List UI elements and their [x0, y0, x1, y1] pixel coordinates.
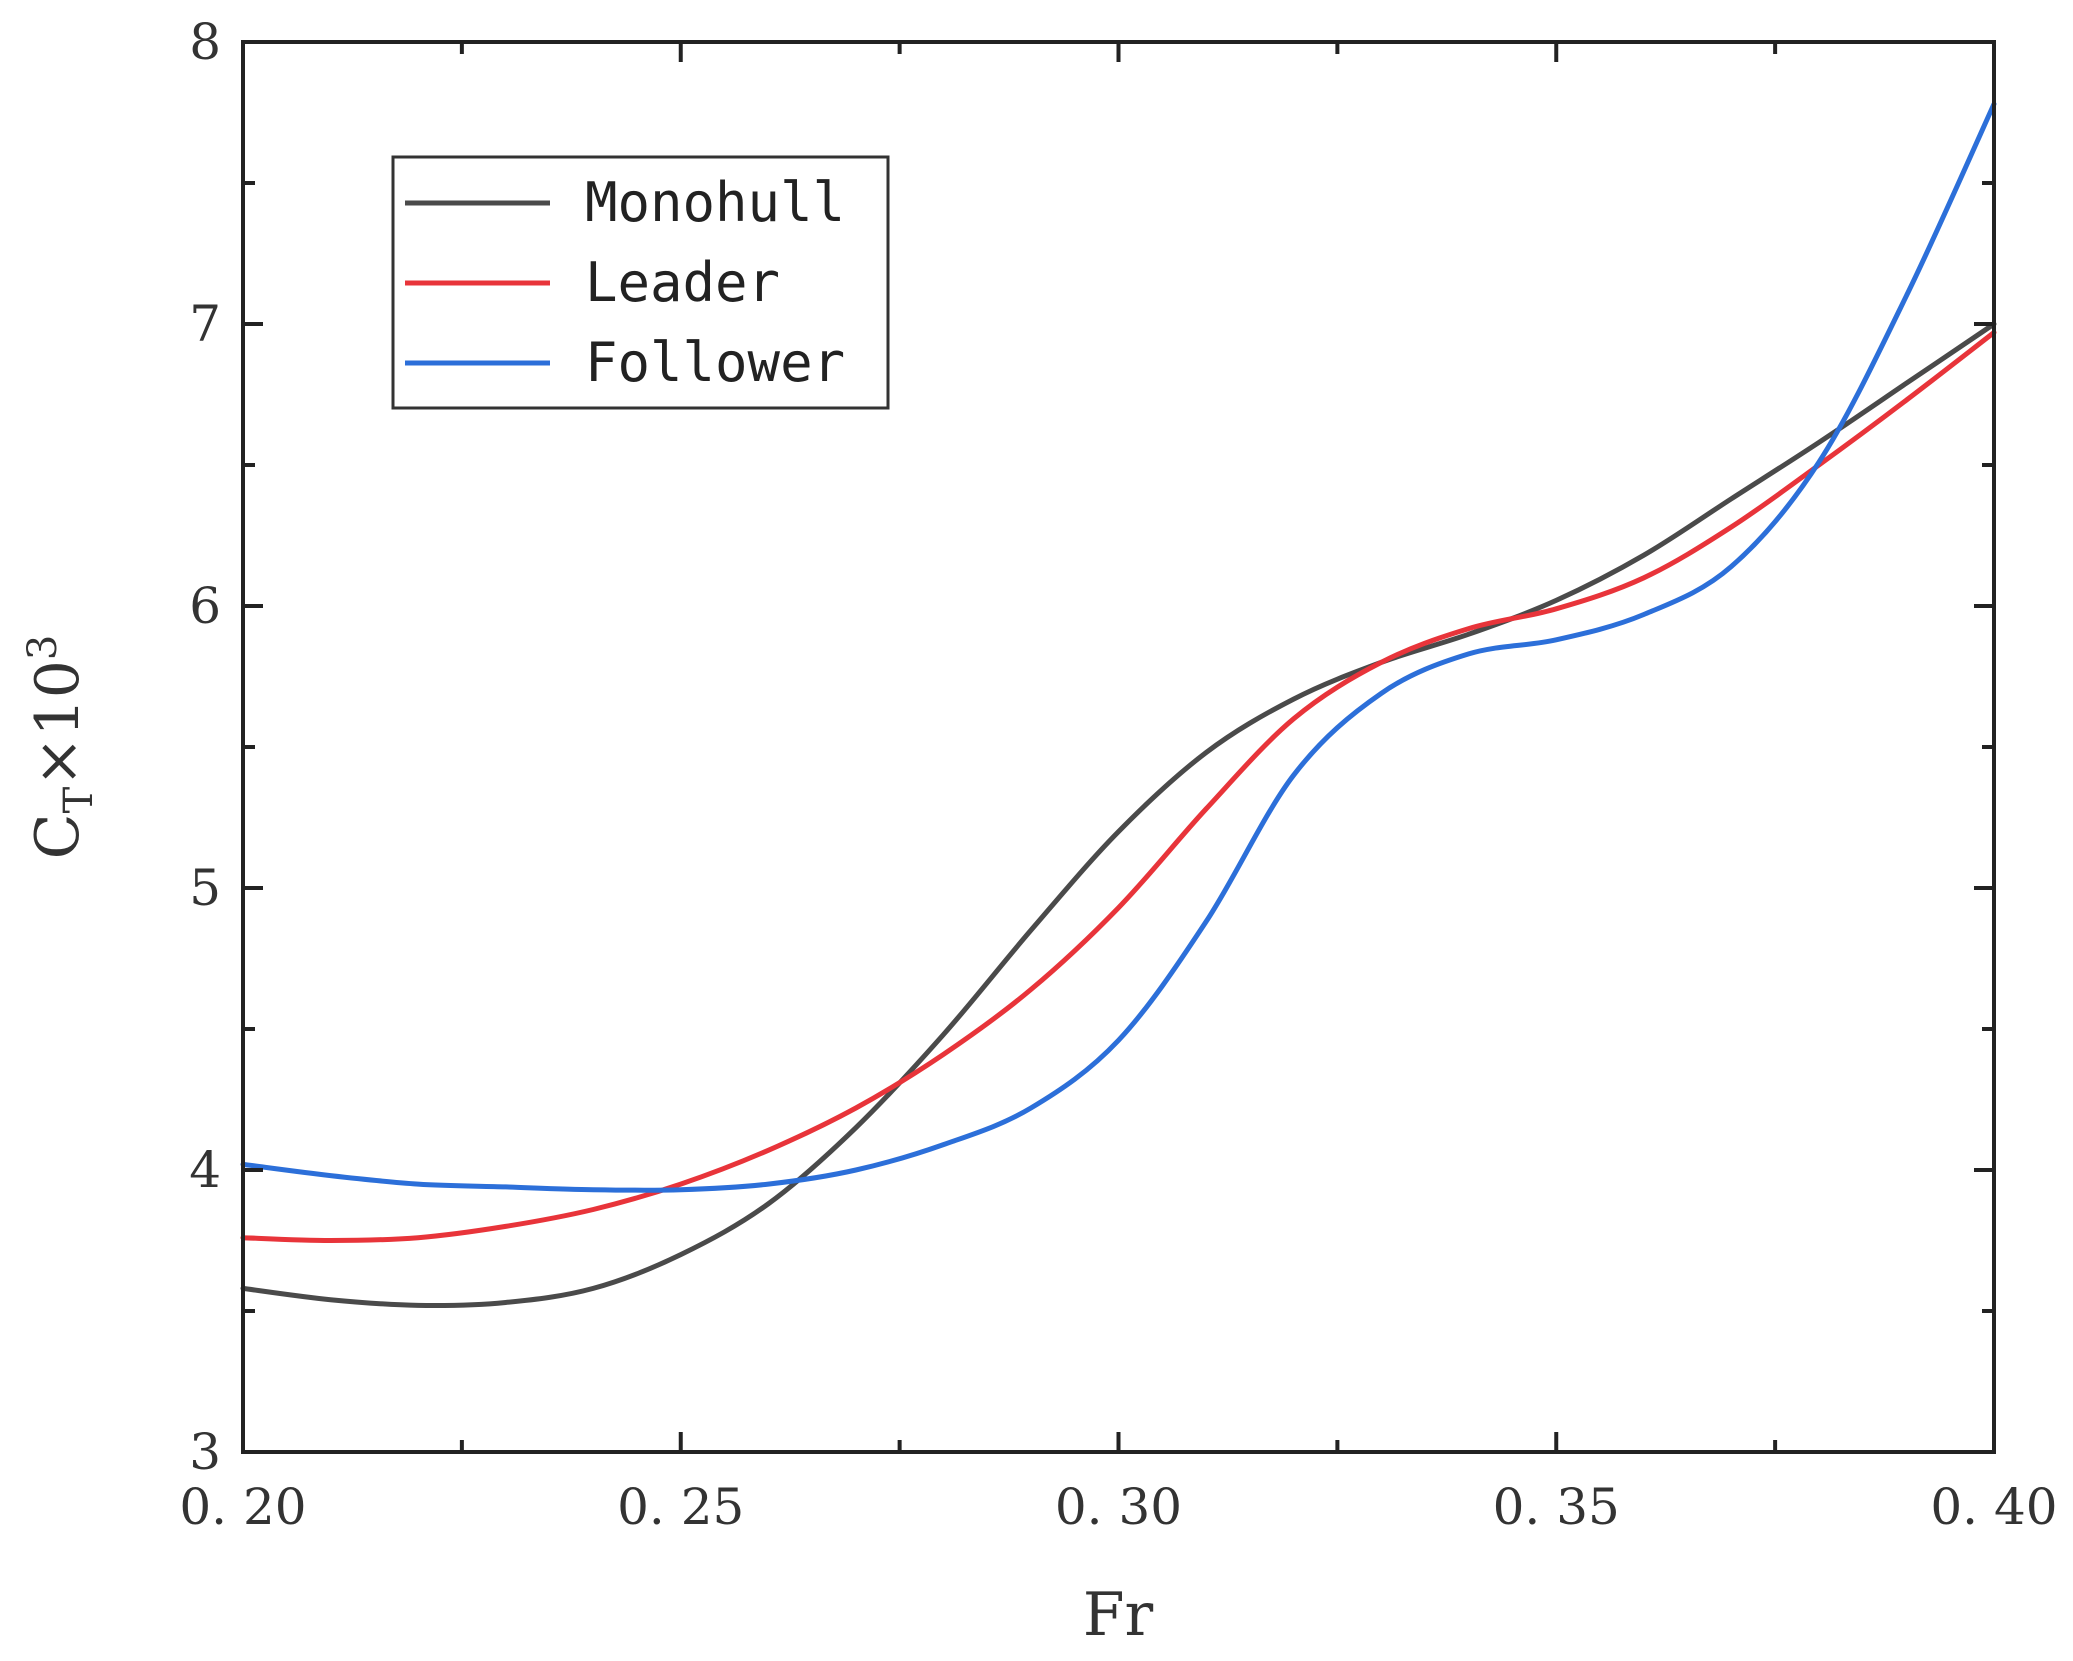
x-tick-label: 0. 25	[617, 1478, 744, 1536]
x-tick-label: 0. 35	[1493, 1478, 1620, 1536]
plot-frame	[241, 40, 1996, 1454]
legend-label-follower: Follower	[585, 331, 845, 394]
legend-label-monohull: Monohull	[585, 171, 845, 234]
legend: Monohull Leader Follower	[391, 155, 890, 410]
y-tick-label: 3	[189, 1423, 221, 1481]
y-axis-title-middle: ×10	[23, 660, 93, 787]
y-axis-title: CT×103	[20, 635, 102, 860]
series-line-follower	[240, 101, 1997, 1193]
x-tick-label: 0. 40	[1930, 1478, 2057, 1536]
x-tick-label: 0. 30	[1055, 1478, 1182, 1536]
y-axis-title-superscript: 3	[20, 635, 66, 660]
y-tick-label: 7	[189, 295, 221, 353]
y-tick-label: 4	[189, 1141, 221, 1199]
series-line-monohull	[240, 321, 1997, 1309]
y-axis-title-base: C	[23, 813, 93, 859]
series-line-leader	[240, 330, 1997, 1243]
y-tick-label: 6	[189, 577, 221, 635]
x-tick-label: 0. 20	[179, 1478, 306, 1536]
x-axis-title: Fr	[1083, 1580, 1154, 1650]
ticks-layer: 0. 20 0. 25 0. 30 0. 35 0. 40 3 4 5 6 7 8	[179, 13, 2057, 1536]
y-tick-label: 8	[189, 13, 221, 71]
legend-label-leader: Leader	[585, 251, 780, 314]
y-axis-title-subscript: T	[56, 786, 102, 813]
y-tick-label: 5	[189, 859, 221, 917]
series-layer	[240, 101, 1997, 1309]
